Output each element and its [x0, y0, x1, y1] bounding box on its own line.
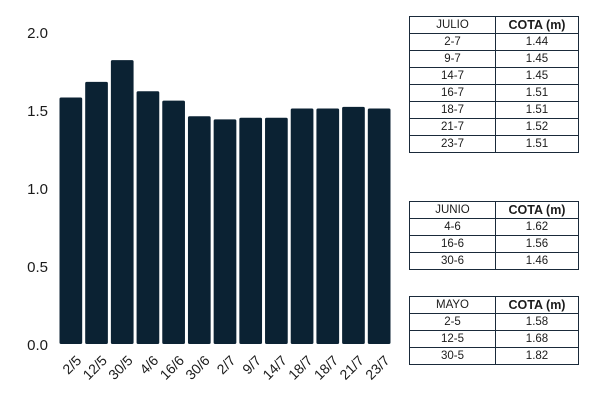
value-cell: 1.68 — [495, 330, 579, 348]
y-tick-label: 1.5 — [27, 103, 48, 120]
value-cell: 1.82 — [495, 347, 579, 365]
value-cell: 1.51 — [495, 84, 579, 102]
y-tick-label: 0.0 — [27, 337, 48, 354]
x-tick-label: 21/7 — [336, 352, 367, 383]
value-cell: 1.45 — [495, 67, 579, 85]
table-row: 9-7 1.45 — [409, 50, 579, 68]
y-tick-label: 2.0 — [27, 25, 48, 42]
bar — [85, 81, 108, 345]
x-tick-label: 23/7 — [362, 352, 393, 383]
bar — [187, 116, 211, 345]
date-cell: 16-7 — [409, 84, 496, 102]
x-tick-label: 30/5 — [105, 352, 136, 383]
bars-group — [59, 60, 391, 345]
bar — [162, 100, 185, 344]
x-tick-label: 16/6 — [157, 352, 188, 383]
date-cell: 14-7 — [409, 67, 496, 85]
table-header-row: JUNIO COTA (m) — [409, 201, 579, 219]
date-cell: 2-7 — [409, 33, 496, 51]
table-row: 16-7 1.51 — [409, 84, 579, 102]
date-cell: 21-7 — [409, 118, 496, 136]
table-header-row: MAYO COTA (m) — [409, 296, 579, 314]
bar — [367, 108, 391, 344]
date-cell: 4-6 — [409, 218, 496, 236]
date-cell: 16-6 — [409, 235, 496, 253]
table-row: 2-5 1.58 — [409, 313, 579, 331]
table-row: 30-5 1.82 — [409, 347, 579, 365]
date-cell: 30-5 — [409, 347, 496, 365]
bar — [136, 91, 160, 344]
bar — [265, 117, 288, 344]
date-cell: 30-6 — [409, 252, 496, 270]
date-cell: 18-7 — [409, 101, 496, 119]
bar — [239, 117, 263, 344]
table-row: 12-5 1.68 — [409, 330, 579, 348]
table-row: 16-6 1.56 — [409, 235, 579, 253]
cota-header: COTA (m) — [495, 296, 579, 314]
value-cell: 1.56 — [495, 235, 579, 253]
month-header: JULIO — [409, 16, 496, 34]
value-cell: 1.45 — [495, 50, 579, 68]
x-tick-label: 14/7 — [259, 352, 290, 383]
table-row: 23-7 1.51 — [409, 135, 579, 153]
date-cell: 2-5 — [409, 313, 496, 331]
y-tick-label: 1.0 — [27, 181, 48, 198]
y-axis: 2.0 1.5 1.0 0.5 0.0 — [27, 25, 48, 354]
table-header-row: JULIO COTA (m) — [409, 16, 579, 34]
value-cell: 1.51 — [495, 101, 579, 119]
table-junio: JUNIO COTA (m) 4-6 1.62 16-6 1.56 30-6 1.46 — [409, 201, 579, 270]
x-tick-label: 12/5 — [79, 352, 110, 383]
x-tick-label: 30/6 — [182, 352, 213, 383]
bar — [316, 108, 340, 344]
bar — [213, 119, 237, 344]
x-tick-label: 18/7 — [311, 352, 342, 383]
table-julio: JULIO COTA (m) 2-7 1.44 9-7 1.45 14-7 1.45 … — [409, 16, 579, 153]
table-row: 4-6 1.62 — [409, 218, 579, 236]
bar — [59, 97, 83, 345]
table-row: 18-7 1.51 — [409, 101, 579, 119]
date-cell: 12-5 — [409, 330, 496, 348]
y-tick-label: 0.5 — [27, 259, 48, 276]
bar-chart: 2.0 1.5 1.0 0.5 0.0 2/512/530/5 4/616/630/6 2/… — [27, 25, 393, 383]
table-row: 21-7 1.52 — [409, 118, 579, 136]
table-row: 14-7 1.45 — [409, 67, 579, 85]
x-tick-label: 18/7 — [285, 352, 316, 383]
value-cell: 1.51 — [495, 135, 579, 153]
bar — [342, 106, 365, 344]
value-cell: 1.58 — [495, 313, 579, 331]
table-row: 30-6 1.46 — [409, 252, 579, 270]
table-mayo: MAYO COTA (m) 2-5 1.58 12-5 1.68 30-5 1.82 — [409, 296, 579, 365]
value-cell: 1.44 — [495, 33, 579, 51]
date-cell: 9-7 — [409, 50, 496, 68]
value-cell: 1.46 — [495, 252, 579, 270]
value-cell: 1.52 — [495, 118, 579, 136]
value-cell: 1.62 — [495, 218, 579, 236]
month-header: JUNIO — [409, 201, 496, 219]
x-axis: 2/512/530/5 4/616/630/6 2/7 9/714/718/718/7… — [59, 352, 393, 383]
date-cell: 23-7 — [409, 135, 496, 153]
month-header: MAYO — [409, 296, 496, 314]
table-row: 2-7 1.44 — [409, 33, 579, 51]
x-tick-label: 2/7 — [213, 352, 238, 377]
bar — [110, 60, 134, 345]
bar — [290, 108, 314, 344]
cota-header: COTA (m) — [495, 16, 579, 34]
cota-header: COTA (m) — [495, 201, 579, 219]
